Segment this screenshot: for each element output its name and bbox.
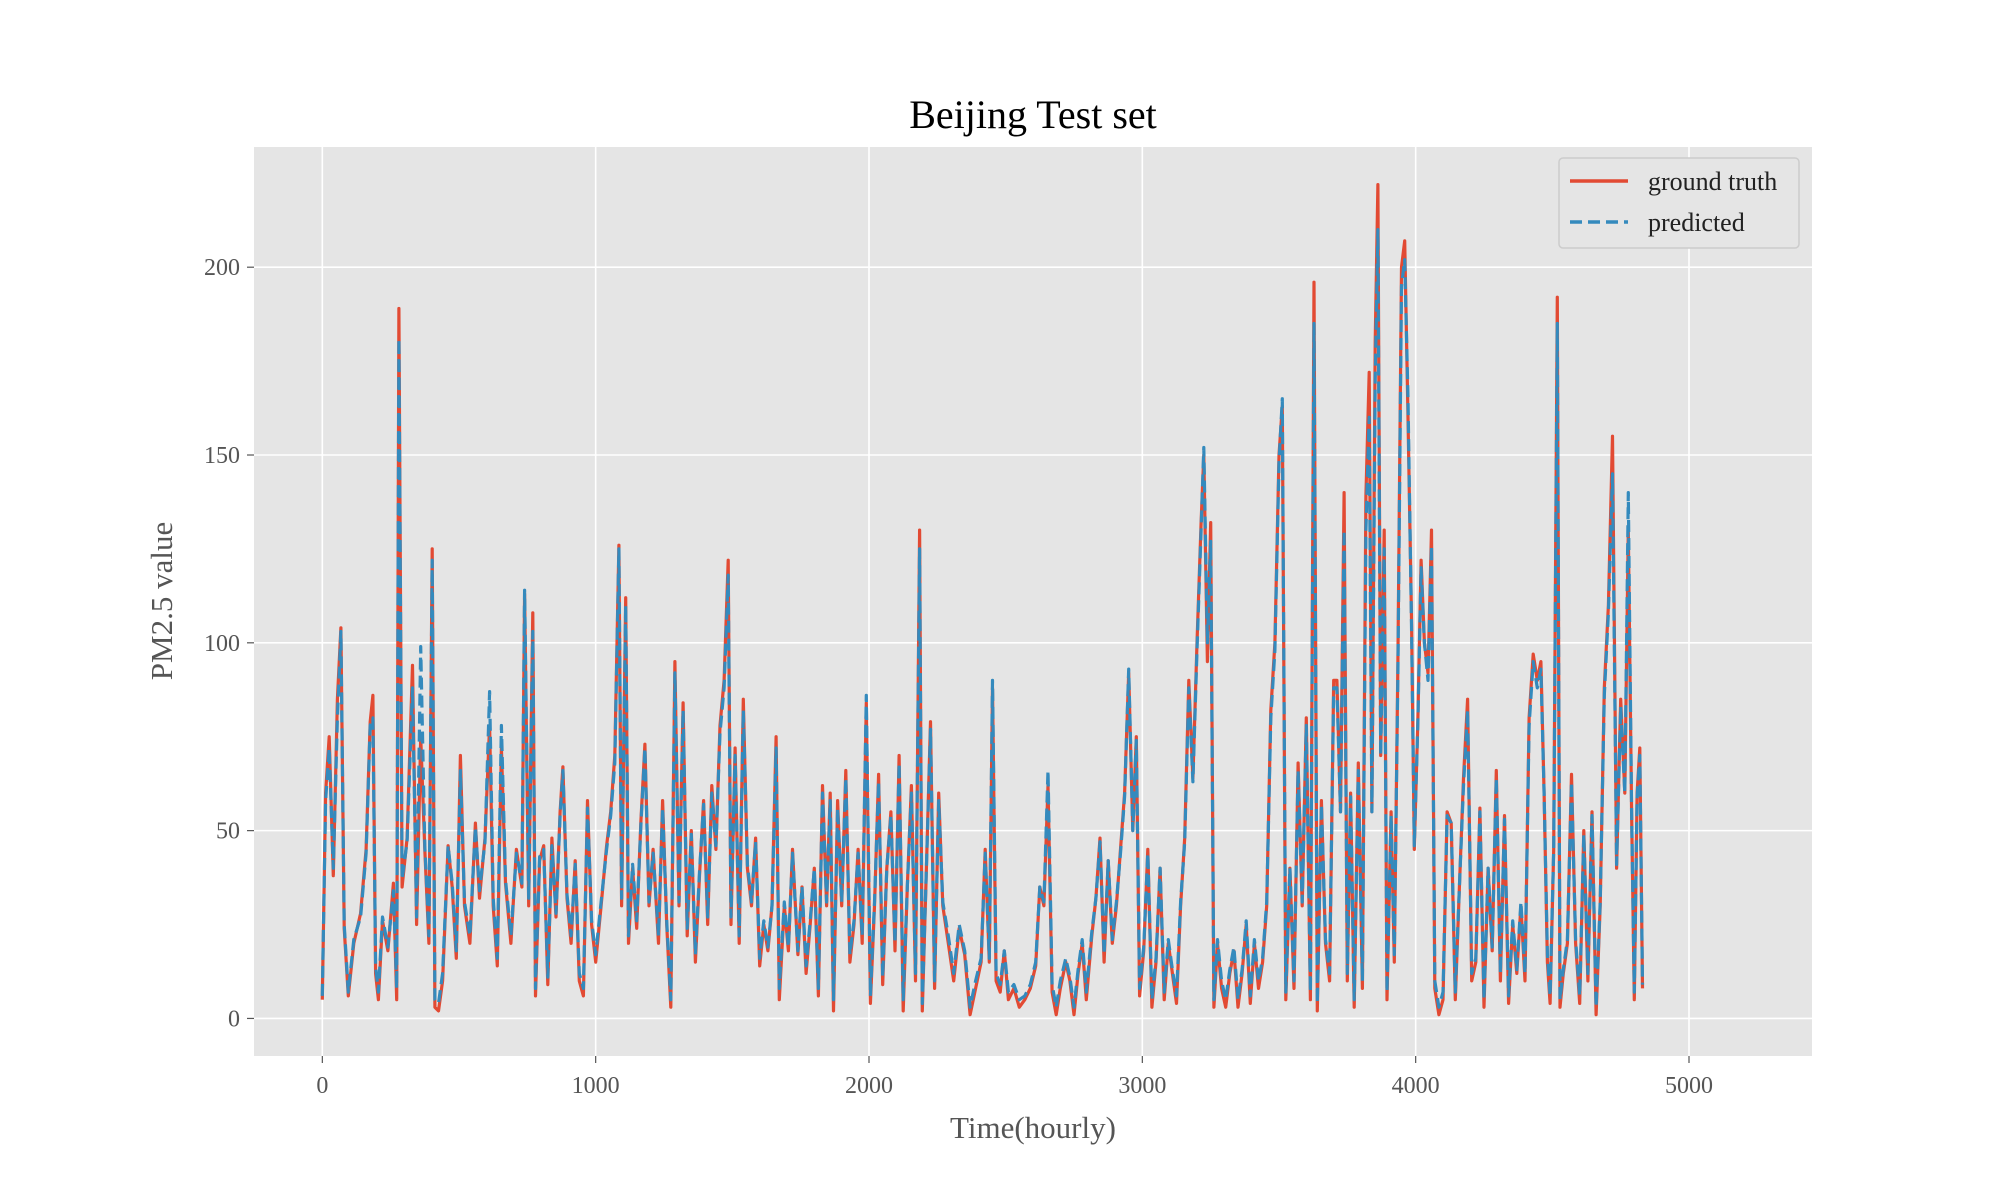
y-tick-label: 200 — [204, 255, 240, 281]
y-axis-label: PM2.5 value — [144, 522, 179, 680]
x-tick-label: 5000 — [1665, 1073, 1713, 1099]
grid — [254, 147, 1812, 1056]
x-tick-label: 2000 — [845, 1073, 893, 1099]
legend-label-ground-truth: ground truth — [1648, 167, 1777, 196]
series-line-predicted — [320, 228, 1645, 1009]
tick-labels: 0 1000 2000 3000 4000 5000 0 50 100 150 200 — [204, 255, 1713, 1099]
legend-label-predicted: predicted — [1648, 208, 1745, 237]
y-tick-label: 100 — [204, 631, 240, 657]
x-axis-label: Time(hourly) — [950, 1110, 1116, 1145]
series-layer — [320, 183, 1645, 1017]
x-tick-label: 0 — [316, 1073, 328, 1099]
y-tick-label: 150 — [204, 443, 240, 469]
x-tick-label: 3000 — [1118, 1073, 1166, 1099]
legend: ground truth predicted — [1558, 157, 1800, 249]
x-tick-label: 4000 — [1392, 1073, 1440, 1099]
chart-title: Beijing Test set — [909, 92, 1157, 137]
y-tick-label: 0 — [228, 1006, 240, 1032]
y-tick-label: 50 — [216, 819, 240, 845]
x-tick-label: 1000 — [572, 1073, 620, 1099]
plot-background — [254, 147, 1812, 1056]
